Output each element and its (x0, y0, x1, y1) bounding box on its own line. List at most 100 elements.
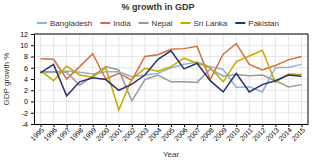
x-tick-mark (262, 124, 263, 127)
grid (34, 34, 308, 124)
x-tick-mark (210, 124, 211, 127)
x-tick-mark (41, 124, 42, 127)
y-tick-label: -2 (22, 109, 28, 116)
x-tick-label: 2012 (251, 126, 267, 142)
x-tick-mark (119, 124, 120, 127)
x-tick-mark (93, 124, 94, 127)
y-tick-mark (31, 68, 34, 69)
y-tick: 2 (24, 87, 34, 94)
grid-line-y (34, 56, 308, 57)
y-axis: -4 -2 0 2 4 6 8 10 12 (20, 31, 34, 128)
x-axis-title: Year (163, 150, 180, 159)
grid-line-y (34, 90, 308, 91)
x-tick: 1996 (42, 124, 58, 142)
y-tick: 10 (20, 42, 34, 49)
x-tick-label: 2014 (277, 126, 293, 142)
grid-line-y (34, 112, 308, 113)
x-tick-mark (197, 124, 198, 127)
x-tick-label: 2015 (290, 126, 306, 142)
x-tick-label: 1997 (55, 126, 71, 142)
x-tick-mark (184, 124, 185, 127)
x-tick: 1998 (68, 124, 84, 142)
y-tick-label: -4 (22, 121, 28, 128)
x-tick-mark (80, 124, 81, 127)
x-tick: 2010 (225, 124, 241, 142)
y-tick-label: 0 (24, 98, 28, 105)
y-tick: 12 (20, 31, 34, 38)
y-tick-mark (31, 113, 34, 114)
y-tick-mark (31, 102, 34, 103)
x-tick: 1997 (55, 124, 71, 142)
y-tick-label: 2 (24, 87, 28, 94)
x-tick-mark (106, 124, 107, 127)
x-tick: 2000 (95, 124, 111, 142)
legend-swatch (139, 22, 149, 24)
y-tick-mark (31, 90, 34, 91)
x-tick: 1999 (81, 124, 97, 142)
x-tick-mark (275, 124, 276, 127)
x-tick: 2014 (277, 124, 293, 142)
grid-line-y (34, 34, 308, 35)
legend-swatch (235, 22, 245, 24)
x-tick-mark (145, 124, 146, 127)
series-line (41, 50, 302, 110)
y-tick-label: 6 (24, 64, 28, 71)
x-tick-mark (54, 124, 55, 127)
x-tick-label: 2003 (134, 126, 150, 142)
plot-frame (308, 34, 309, 124)
legend-label: Pakistan (248, 19, 279, 28)
plot-frame (34, 34, 308, 35)
legend-item: Pakistan (235, 19, 279, 28)
legend: BangladeshIndiaNepalSri LankaPakistan (37, 19, 279, 28)
x-tick-label: 2007 (186, 126, 202, 142)
legend-swatch (100, 22, 110, 24)
x-tick-mark (158, 124, 159, 127)
y-tick-mark (31, 79, 34, 80)
y-tick: 0 (24, 98, 34, 105)
x-tick: 2005 (160, 124, 176, 142)
x-tick: 2004 (147, 124, 163, 142)
y-axis-line (34, 35, 35, 125)
legend-item: Nepal (139, 19, 173, 28)
x-tick-label: 2008 (199, 126, 215, 142)
grid-line-y (34, 101, 308, 102)
x-tick-label: 2001 (108, 126, 124, 142)
legend-item: Sri Lanka (181, 19, 228, 28)
x-tick-label: 2005 (160, 126, 176, 142)
legend-label: Nepal (152, 19, 173, 28)
y-tick: -4 (22, 121, 34, 128)
x-tick: 2007 (186, 124, 202, 142)
x-tick-mark (67, 124, 68, 127)
x-tick-mark (288, 124, 289, 127)
x-tick-label: 2006 (173, 126, 189, 142)
y-tick-mark (31, 34, 34, 35)
x-tick-label: 2010 (225, 126, 241, 142)
chart-title: % growth in GDP (122, 2, 195, 12)
x-tick-label: 2009 (212, 126, 228, 142)
y-tick: 4 (24, 76, 34, 83)
x-tick: 1995 (29, 124, 45, 142)
x-tick: 2006 (173, 124, 189, 142)
legend-label: Sri Lanka (194, 19, 228, 28)
y-tick-label: 12 (20, 31, 28, 38)
legend-item: Bangladesh (37, 19, 92, 28)
y-tick: -2 (22, 109, 34, 116)
y-tick-label: 8 (24, 53, 28, 60)
x-tick: 2013 (264, 124, 280, 142)
grid-line-y (34, 45, 308, 46)
x-tick-label: 1999 (81, 126, 97, 142)
legend-swatch (181, 22, 191, 24)
x-tick-mark (132, 124, 133, 127)
x-tick-label: 2011 (238, 126, 254, 142)
series-line (41, 51, 302, 96)
x-tick-mark (301, 124, 302, 127)
x-tick-label: 2013 (264, 126, 280, 142)
y-axis-title: GDP growth % (2, 53, 11, 106)
x-tick: 2012 (251, 124, 267, 142)
x-tick: 2002 (121, 124, 137, 142)
x-tick-label: 1996 (42, 126, 58, 142)
y-tick-label: 4 (24, 76, 28, 83)
x-tick: 2003 (134, 124, 150, 142)
x-tick-label: 2004 (147, 126, 163, 142)
y-tick-mark (31, 124, 34, 125)
